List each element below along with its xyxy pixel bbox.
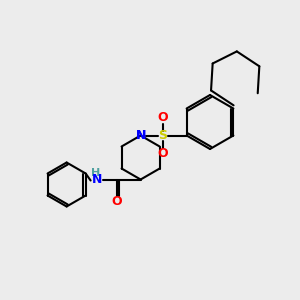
Text: H: H [91, 167, 100, 178]
Text: O: O [157, 111, 168, 124]
Text: O: O [157, 147, 168, 160]
Text: N: N [135, 129, 146, 142]
Text: N: N [92, 173, 102, 186]
Text: N: N [135, 129, 146, 142]
Text: O: O [111, 195, 122, 208]
Text: S: S [158, 129, 167, 142]
